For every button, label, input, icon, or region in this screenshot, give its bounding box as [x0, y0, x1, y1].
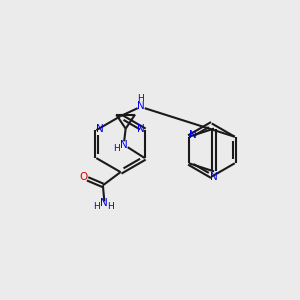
Text: H: H [137, 94, 144, 103]
Text: N: N [137, 124, 145, 134]
Text: N: N [96, 124, 104, 134]
Text: N: N [120, 140, 128, 150]
Text: O: O [79, 172, 88, 182]
Text: N: N [210, 172, 218, 182]
Text: H: H [107, 202, 114, 211]
Text: N: N [189, 130, 197, 140]
Text: N: N [137, 101, 145, 111]
Text: H: H [93, 202, 100, 211]
Text: N: N [100, 198, 108, 208]
Text: H: H [113, 144, 120, 153]
